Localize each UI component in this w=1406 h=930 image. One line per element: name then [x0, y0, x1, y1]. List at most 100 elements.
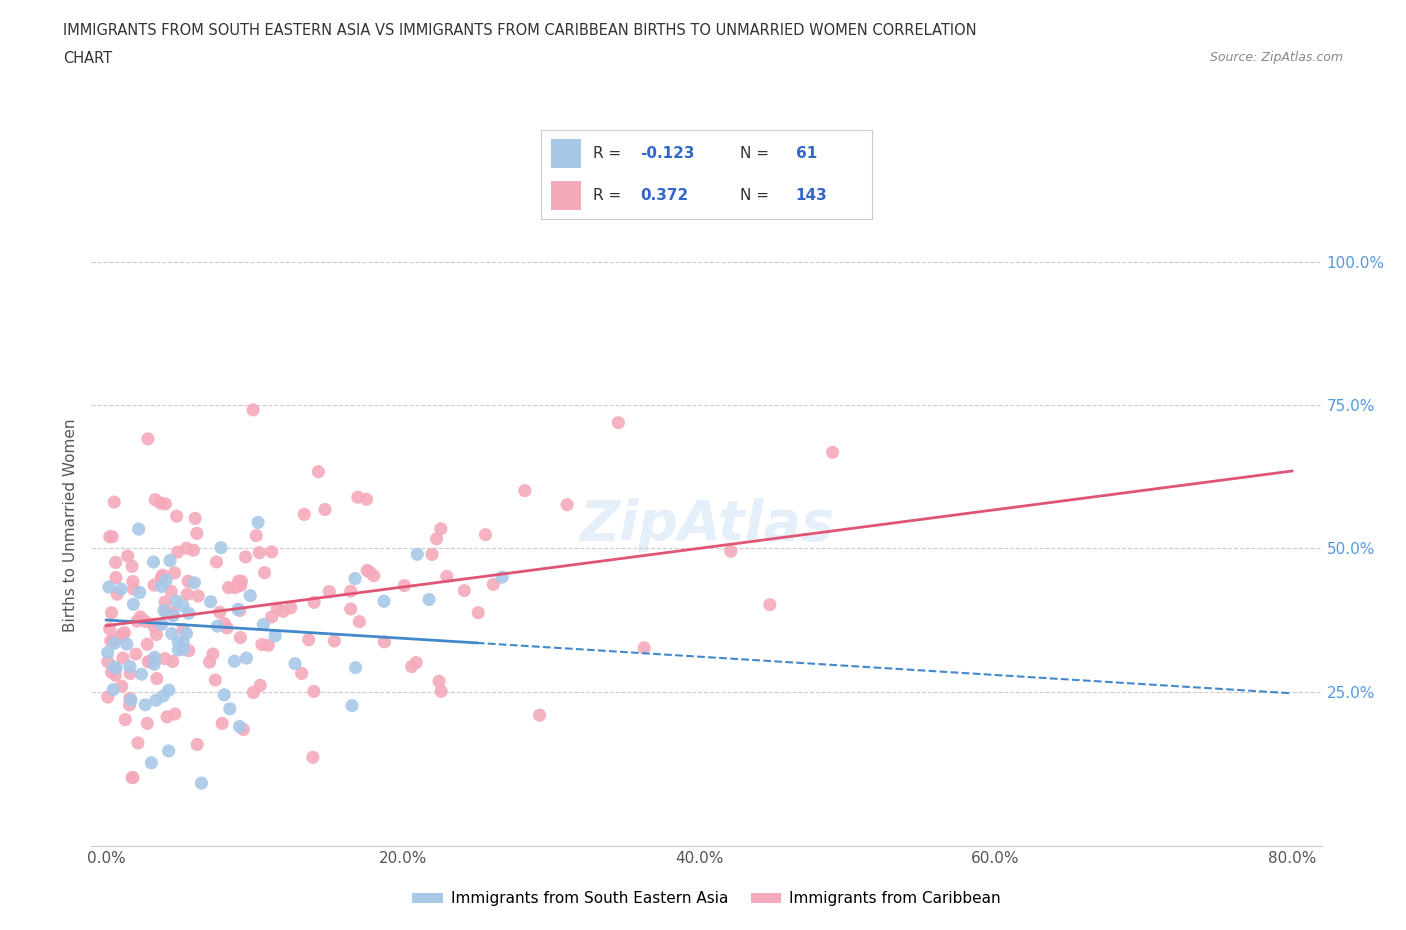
- Point: [212, 687, 235, 702]
- Point: [555, 498, 578, 512]
- Bar: [551, 140, 581, 168]
- Point: [513, 484, 536, 498]
- Text: CHART: CHART: [63, 51, 112, 66]
- Point: [187, 589, 209, 604]
- Point: [318, 584, 340, 599]
- Point: [271, 604, 294, 618]
- Point: [143, 657, 166, 671]
- Point: [98, 621, 121, 636]
- Point: [453, 583, 475, 598]
- Point: [239, 588, 262, 603]
- Point: [633, 641, 655, 656]
- Point: [204, 672, 226, 687]
- Text: 61: 61: [796, 146, 817, 161]
- Point: [356, 492, 378, 507]
- Point: [720, 544, 742, 559]
- Text: -0.123: -0.123: [641, 146, 695, 161]
- Point: [491, 570, 513, 585]
- Point: [143, 578, 166, 592]
- Point: [167, 643, 190, 658]
- Point: [166, 545, 188, 560]
- Point: [142, 653, 165, 668]
- Point: [229, 578, 252, 593]
- Point: [302, 595, 325, 610]
- Point: [136, 716, 159, 731]
- Point: [821, 445, 844, 459]
- Point: [207, 618, 229, 633]
- Point: [163, 707, 186, 722]
- Point: [183, 543, 205, 558]
- Point: [359, 565, 381, 579]
- Point: [103, 659, 125, 674]
- Point: [146, 671, 169, 686]
- Point: [474, 527, 496, 542]
- Point: [235, 651, 257, 666]
- Point: [176, 540, 198, 555]
- Point: [120, 666, 142, 681]
- Point: [156, 710, 179, 724]
- Point: [111, 679, 134, 694]
- Point: [162, 605, 184, 620]
- Point: [339, 602, 361, 617]
- Point: [97, 690, 120, 705]
- Point: [139, 655, 162, 670]
- Point: [160, 626, 183, 641]
- Point: [115, 637, 138, 652]
- Point: [122, 597, 145, 612]
- Point: [122, 770, 145, 785]
- Point: [114, 625, 136, 640]
- Point: [145, 693, 167, 708]
- Point: [200, 594, 222, 609]
- Point: [214, 617, 236, 631]
- Point: [153, 604, 176, 618]
- Point: [149, 496, 172, 511]
- Point: [224, 580, 246, 595]
- Text: R =: R =: [592, 188, 626, 203]
- Bar: [551, 180, 581, 210]
- Point: [110, 581, 132, 596]
- Point: [114, 712, 136, 727]
- Point: [253, 565, 276, 580]
- Point: [103, 636, 125, 651]
- Point: [215, 620, 238, 635]
- Point: [323, 633, 346, 648]
- Point: [759, 597, 782, 612]
- Point: [136, 432, 159, 446]
- Point: [430, 522, 453, 537]
- Point: [167, 634, 190, 649]
- Point: [208, 604, 231, 619]
- Point: [177, 644, 200, 658]
- Point: [127, 736, 149, 751]
- Point: [177, 574, 200, 589]
- Point: [98, 529, 121, 544]
- Point: [347, 490, 370, 505]
- Point: [100, 665, 122, 680]
- Point: [186, 737, 208, 752]
- Point: [97, 654, 120, 669]
- Point: [120, 693, 142, 708]
- Point: [155, 497, 177, 512]
- Point: [247, 545, 270, 560]
- Point: [344, 571, 367, 586]
- Point: [134, 614, 156, 629]
- Point: [103, 682, 125, 697]
- Point: [184, 511, 207, 525]
- Point: [142, 554, 165, 569]
- Text: IMMIGRANTS FROM SOUTH EASTERN ASIA VS IMMIGRANTS FROM CARIBBEAN BIRTHS TO UNMARR: IMMIGRANTS FROM SOUTH EASTERN ASIA VS IM…: [63, 23, 977, 38]
- Text: 0.372: 0.372: [641, 188, 689, 203]
- Point: [430, 684, 453, 698]
- Point: [190, 776, 212, 790]
- Point: [118, 698, 141, 712]
- Point: [406, 547, 429, 562]
- Point: [143, 492, 166, 507]
- Point: [152, 688, 174, 703]
- Point: [160, 584, 183, 599]
- Point: [172, 622, 194, 637]
- Point: [249, 678, 271, 693]
- Point: [401, 659, 423, 674]
- Point: [209, 540, 232, 555]
- Point: [162, 608, 184, 623]
- Point: [266, 601, 288, 616]
- Point: [150, 570, 173, 585]
- Point: [418, 592, 440, 607]
